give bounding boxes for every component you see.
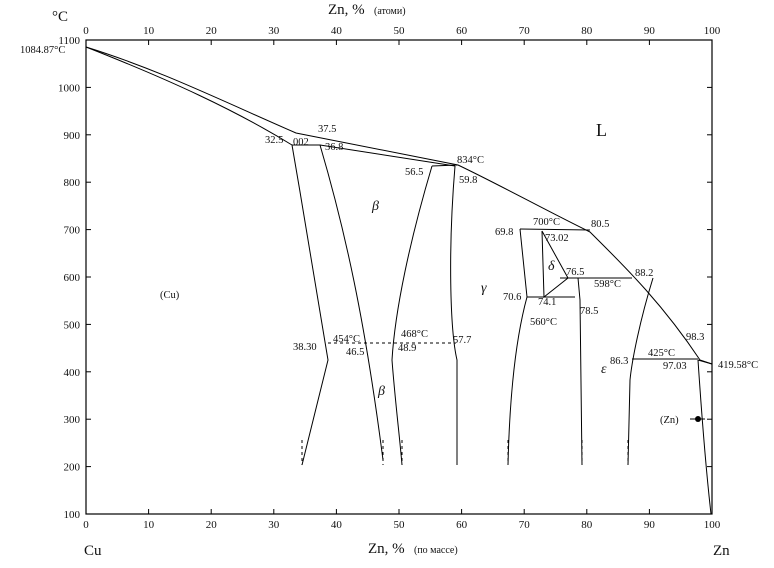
phase-epsilon: ε xyxy=(601,362,607,377)
top-axis-subtitle: (атоми) xyxy=(374,6,406,17)
epsilon-right-boundary xyxy=(627,277,654,466)
x-tick-label-top: 60 xyxy=(456,25,468,37)
isotherm-834 xyxy=(431,164,459,167)
y-tick-label: 100 xyxy=(64,509,81,521)
x-tick-label-bottom: 10 xyxy=(143,519,155,531)
beta-left-boundary xyxy=(319,144,384,461)
epsilon-left-boundary xyxy=(577,277,583,466)
x-tick-label-bottom: 60 xyxy=(456,519,468,531)
label-560: 560°C xyxy=(530,317,557,328)
label-32-5: 32.5 xyxy=(265,135,283,146)
y-tick-label: 1100 xyxy=(58,35,80,47)
gamma-right-boundary xyxy=(507,228,528,466)
label-598: 598°C xyxy=(594,279,621,290)
label-97-03: 97.03 xyxy=(663,361,687,372)
zn-melt-label: 419.58°C xyxy=(718,360,758,371)
phase-liquid: L xyxy=(596,120,607,140)
top-axis-title: Zn, % xyxy=(328,2,365,18)
label-37-5: 37.5 xyxy=(318,124,336,135)
label-834: 834°C xyxy=(457,155,484,166)
x-tick-label-top: 50 xyxy=(394,25,406,37)
label-74-1: 74.1 xyxy=(538,297,556,308)
delta-region xyxy=(541,230,569,299)
label-78-5: 78.5 xyxy=(580,306,598,317)
label-48-9: 48.9 xyxy=(398,343,416,354)
cu-solvus-line xyxy=(291,144,329,466)
x-tick-label-top: 0 xyxy=(83,25,89,37)
y-tick-label: 400 xyxy=(64,367,81,379)
phase-delta: δ xyxy=(548,259,555,274)
label-56-5: 56.5 xyxy=(405,167,423,178)
axis-ticks: 1100100090080070060050040030020010000101… xyxy=(58,25,721,531)
y-tick-label: 800 xyxy=(64,177,81,189)
y-tick-label: 200 xyxy=(64,462,81,474)
label-86-3: 86.3 xyxy=(610,356,628,367)
x-tick-label-top: 30 xyxy=(268,25,280,37)
x-tick-label-top: 10 xyxy=(143,25,155,37)
isotherm-700 xyxy=(519,228,591,231)
label-454: 454°C xyxy=(333,334,360,345)
phase-zn: (Zn) xyxy=(660,415,679,426)
x-tick-label-top: 100 xyxy=(704,25,721,37)
y-unit-label: °C xyxy=(52,9,68,25)
phase-cu: (Cu) xyxy=(160,290,180,301)
right-element-label: Zn xyxy=(713,543,730,559)
zn-solvus-line xyxy=(697,359,712,515)
phase-beta-prime: β xyxy=(377,384,385,399)
x-tick-label-bottom: 50 xyxy=(394,519,406,531)
x-tick-label-bottom: 0 xyxy=(83,519,89,531)
label-57-7: 57.7 xyxy=(453,335,471,346)
label-69-8: 69.8 xyxy=(495,227,513,238)
label-425: 425°C xyxy=(648,348,675,359)
x-tick-label-top: 90 xyxy=(644,25,656,37)
gamma-left-boundary xyxy=(450,165,458,465)
label-98-3: 98.3 xyxy=(686,332,704,343)
zn-marker-dot xyxy=(695,416,701,422)
isotherm-419 xyxy=(697,359,713,365)
x-tick-label-top: 70 xyxy=(519,25,531,37)
x-tick-label-bottom: 40 xyxy=(331,519,343,531)
cu-melt-label: 1084.87°C xyxy=(20,45,65,56)
left-element-label: Cu xyxy=(84,543,102,559)
label-70-6: 70.6 xyxy=(503,292,521,303)
x-tick-label-top: 20 xyxy=(206,25,218,37)
x-tick-label-bottom: 80 xyxy=(581,519,593,531)
label-700: 700°C xyxy=(533,217,560,228)
label-73-02: 73.02 xyxy=(545,233,569,244)
x-tick-label-bottom: 70 xyxy=(519,519,531,531)
y-tick-label: 900 xyxy=(64,130,81,142)
label-39-0: 002 xyxy=(293,137,309,148)
plot-frame xyxy=(85,39,713,515)
x-tick-label-top: 40 xyxy=(331,25,343,37)
label-76-5: 76.5 xyxy=(566,267,584,278)
label-59-8: 59.8 xyxy=(459,175,477,186)
y-tick-label: 700 xyxy=(64,225,81,237)
liquidus-line xyxy=(85,46,713,365)
phase-beta: β xyxy=(371,199,379,214)
y-tick-label: 300 xyxy=(64,414,81,426)
bottom-axis-subtitle: (по массе) xyxy=(414,545,458,556)
y-tick-label: 1000 xyxy=(58,82,81,94)
x-tick-label-bottom: 20 xyxy=(206,519,218,531)
phase-gamma: γ xyxy=(481,281,487,296)
x-tick-label-bottom: 30 xyxy=(268,519,280,531)
beta-right-boundary xyxy=(391,165,433,466)
label-80-5: 80.5 xyxy=(591,219,609,230)
label-468: 468°C xyxy=(401,329,428,340)
x-tick-label-bottom: 90 xyxy=(644,519,656,531)
bottom-axis-title: Zn, % xyxy=(368,541,405,557)
x-tick-label-top: 80 xyxy=(581,25,593,37)
label-36-8: 36.8 xyxy=(325,142,343,153)
solidus-cu-line xyxy=(85,46,456,167)
x-tick-label-bottom: 100 xyxy=(704,519,721,531)
y-tick-label: 500 xyxy=(64,319,81,331)
label-46-5: 46.5 xyxy=(346,347,364,358)
label-38-30: 38.30 xyxy=(293,342,317,353)
label-88-2: 88.2 xyxy=(635,268,653,279)
y-tick-label: 600 xyxy=(64,272,81,284)
